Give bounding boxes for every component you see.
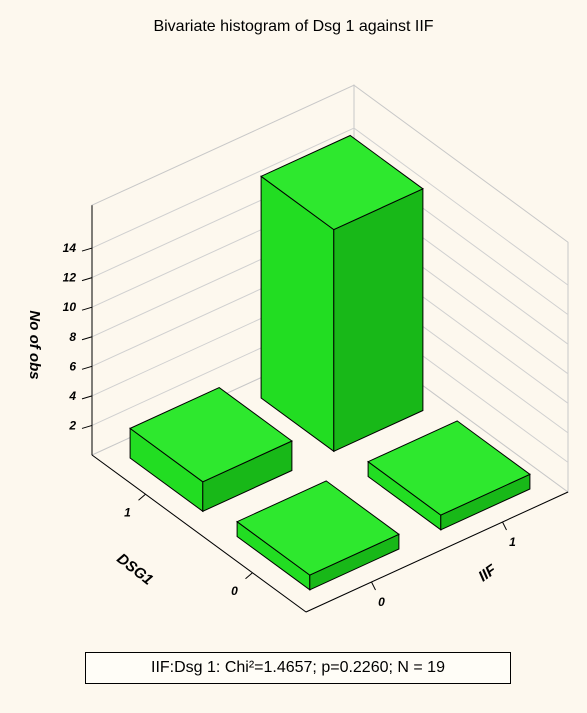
z-tick-2 xyxy=(81,424,93,429)
z-tick-label-6: 6 xyxy=(69,359,76,373)
iif-axis-label: IIF xyxy=(475,561,500,585)
z-tick-4 xyxy=(81,395,93,400)
dsg1-axis-line xyxy=(91,454,307,613)
z-axis-label: No of obs xyxy=(26,310,43,379)
bar-face-top xyxy=(236,480,400,576)
z-tick-label-4: 4 xyxy=(68,389,76,403)
bar-face-top xyxy=(367,420,531,516)
bar-iif1-dsg1 xyxy=(260,134,424,453)
bar-face-top xyxy=(260,134,424,231)
z-tick-8 xyxy=(81,336,93,341)
z-tick-label-12: 12 xyxy=(63,271,77,285)
iif-tick-0 xyxy=(371,581,376,591)
z-tick-6 xyxy=(81,365,93,370)
bar-iif1-dsg0 xyxy=(367,420,531,531)
bar-face-right xyxy=(333,188,424,453)
iif-tick-1 xyxy=(502,521,507,531)
iif-tick-label-0: 0 xyxy=(378,595,385,609)
z-tick-label-2: 2 xyxy=(68,418,76,432)
chart-bars xyxy=(129,134,531,591)
bar-face-top xyxy=(129,387,293,483)
bar-iif0-dsg1 xyxy=(129,387,293,513)
dsg1-tick-0 xyxy=(245,572,253,580)
z-tick-label-14: 14 xyxy=(63,241,77,255)
bar-iif0-dsg0 xyxy=(236,480,400,591)
z-tick-label-8: 8 xyxy=(69,330,76,344)
dsg1-tick-1 xyxy=(138,493,146,501)
iif-axis-line xyxy=(305,491,569,613)
z-tick-label-10: 10 xyxy=(63,300,77,314)
dsg1-tick-label-0: 0 xyxy=(231,584,238,598)
iif-tick-label-1: 1 xyxy=(509,535,516,549)
gridline-14 xyxy=(91,127,569,286)
stats-legend: IIF:Dsg 1: Chi²=1.4657; p=0.2260; N = 19 xyxy=(85,652,511,684)
dsg1-axis-label: DSG1 xyxy=(113,550,156,589)
z-tick-12 xyxy=(81,277,93,282)
chart-title: Bivariate histogram of Dsg 1 against IIF xyxy=(153,18,434,35)
dsg1-tick-label-1: 1 xyxy=(124,505,131,519)
z-tick-14 xyxy=(81,247,93,252)
z-tick-10 xyxy=(81,306,93,311)
